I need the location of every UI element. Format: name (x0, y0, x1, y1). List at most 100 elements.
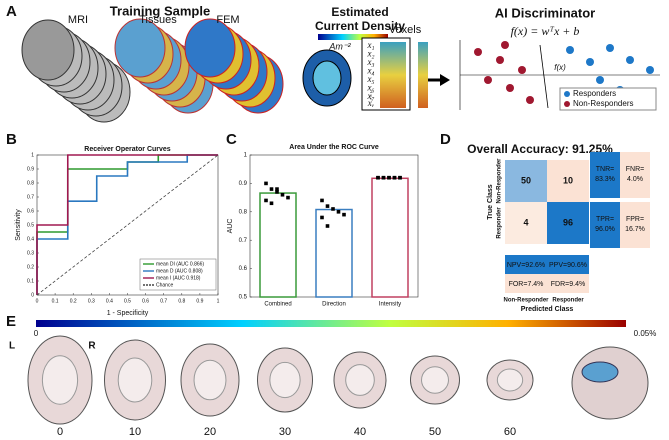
label: 96.0% (595, 226, 615, 233)
stat-cell (547, 255, 589, 274)
label: xᵥ (367, 98, 375, 108)
stat-cell (505, 255, 547, 274)
colorbar (318, 34, 388, 40)
row-label: Responder (497, 207, 503, 239)
point (264, 198, 268, 203)
label: x₄ (366, 66, 374, 76)
axes (459, 40, 660, 110)
y-tick-label: 0.2 (27, 264, 34, 270)
y-tick-label: 0.9 (27, 166, 34, 172)
brain-image (581, 361, 619, 383)
x-tick-label: Intensity (379, 302, 401, 308)
legend-box (139, 258, 217, 291)
point (286, 195, 290, 200)
cell (505, 160, 547, 202)
y-tick-label: 0.1 (27, 278, 34, 284)
x-tick-label: 0 (36, 298, 39, 304)
label: x₇ (366, 91, 374, 101)
label: PPV=90.6% (549, 262, 587, 269)
label: 0 (57, 426, 63, 438)
brain-image (421, 366, 449, 394)
brain-image (184, 18, 236, 78)
x-tick-label: 0.7 (160, 298, 167, 304)
label: 4.0% (627, 176, 643, 183)
panel-label: E (6, 313, 16, 330)
x-tick-label: 0.1 (52, 298, 59, 304)
formula: f(x) = wᵀx + b (511, 24, 580, 38)
label: FDR=9.4% (551, 281, 585, 288)
title: Training Sample (110, 3, 210, 18)
legend-dot (564, 91, 570, 97)
label: 50 (429, 426, 441, 438)
brain-image (114, 18, 166, 78)
label: FPR= (626, 216, 644, 223)
y-tick-label: 0.3 (27, 250, 34, 256)
point (275, 187, 279, 191)
y-tick-label: 0.4 (27, 236, 34, 242)
legend-label: mean DI (AUC 0.866) (156, 261, 204, 267)
label: 0 (34, 329, 39, 338)
point (264, 181, 268, 186)
label: Overall Accuracy: 91.25% (467, 142, 613, 156)
label: 16.7% (625, 226, 645, 233)
axis-label: True Class (487, 184, 494, 220)
label: 40 (354, 426, 366, 438)
label: NPV=92.6% (507, 262, 545, 269)
label: x₃ (366, 57, 374, 67)
x-tick-label: 0.2 (70, 298, 77, 304)
label: f(x) (554, 63, 566, 72)
legend-box (559, 87, 657, 111)
unit: Am⁻² (328, 41, 351, 51)
legend-label: Chance (156, 282, 173, 288)
cell (505, 202, 547, 244)
brain-image (193, 359, 227, 401)
stat-cell (547, 274, 589, 293)
cell (547, 160, 589, 202)
brain-image (21, 19, 75, 81)
dot (566, 46, 574, 54)
x-tick-label: 0.6 (142, 298, 149, 304)
brain-image (312, 60, 342, 96)
label: 20 (204, 426, 216, 438)
brain-image (41, 355, 79, 405)
x-tick-label: 1 (217, 298, 220, 304)
dot (474, 48, 482, 56)
dot (626, 56, 634, 64)
label: 96 (563, 217, 573, 227)
dot (596, 76, 604, 84)
point (336, 210, 341, 214)
point (342, 212, 346, 217)
brain-image (117, 357, 153, 403)
stat-cell (590, 202, 620, 248)
y-tick-label: 0.8 (239, 209, 248, 215)
point (325, 224, 330, 228)
colorbar (36, 320, 626, 327)
roc-line (36, 154, 218, 295)
label: TPR= (596, 216, 614, 223)
label: TNR= (596, 166, 614, 173)
arrow-head (440, 74, 450, 86)
label: Responder (552, 298, 584, 304)
point (280, 192, 285, 197)
legend-label: mean I (AUC 0.918) (156, 275, 201, 281)
y-tick-label: 0 (31, 292, 34, 298)
y-tick-label: 0.5 (239, 295, 248, 301)
point (381, 175, 386, 180)
panel-label: B (6, 131, 17, 148)
label: Non-Responder (504, 298, 550, 304)
dot (518, 66, 526, 74)
x-tick-label: 0.8 (178, 298, 185, 304)
title: Current Density (315, 19, 405, 33)
point (269, 187, 274, 191)
label: Voxels (389, 24, 422, 36)
cell (547, 202, 589, 244)
label: R (88, 341, 96, 352)
label: 10 (129, 426, 141, 438)
label: 83.3% (595, 176, 615, 183)
dot (586, 58, 594, 66)
x-tick-label: 0.4 (106, 298, 113, 304)
row-label: Non-Responder (497, 158, 503, 204)
x-tick-label: 0.9 (196, 298, 203, 304)
y-tick-label: 0.7 (239, 238, 248, 244)
y-tick-label: 0.9 (239, 181, 248, 187)
